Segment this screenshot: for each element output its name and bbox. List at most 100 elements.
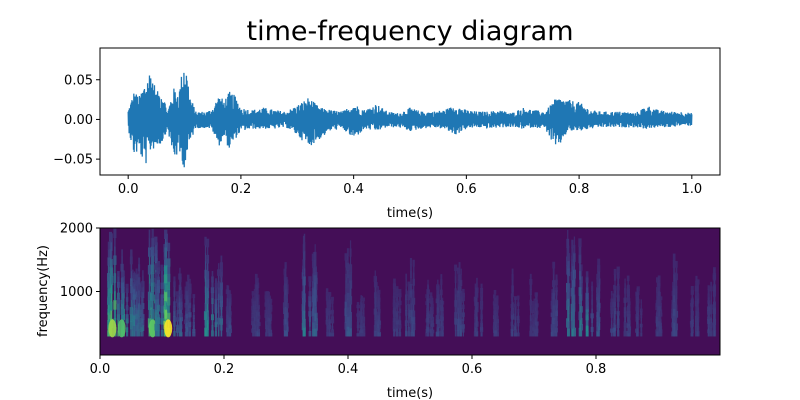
spectrogram-cell bbox=[178, 273, 182, 280]
spectrogram-cell bbox=[707, 319, 711, 324]
spectrogram-cell bbox=[378, 309, 381, 314]
spectrogram-cell bbox=[613, 306, 616, 311]
spectrogram-cell bbox=[496, 308, 499, 313]
spectrogram-cell bbox=[429, 306, 433, 311]
spectrogram-cell bbox=[656, 316, 660, 322]
spectrogram-cell bbox=[326, 311, 330, 316]
spectrogram-cell bbox=[578, 287, 582, 296]
spectrogram-cell bbox=[160, 312, 164, 319]
spectrogram-cell bbox=[554, 300, 559, 306]
spectrogram-cell bbox=[637, 306, 640, 312]
spectrogram-cell bbox=[529, 315, 532, 321]
spectrogram-cell bbox=[314, 305, 317, 314]
spectrogram-burst bbox=[325, 288, 335, 337]
spectrogram-cell bbox=[458, 323, 461, 331]
spectrogram-cell bbox=[116, 314, 121, 321]
spectrogram-cell bbox=[311, 329, 315, 337]
spectrogram-cell bbox=[258, 298, 260, 302]
spectrogram-cell bbox=[110, 241, 113, 251]
spectrogram-cell bbox=[251, 291, 255, 296]
spectrogram-cell bbox=[362, 332, 366, 337]
spectrogram-cell bbox=[480, 332, 483, 337]
spectrogram-cell bbox=[459, 291, 463, 298]
spectrogram-burst bbox=[392, 278, 402, 337]
spectrogram-cell bbox=[617, 298, 620, 304]
spectrogram-cell bbox=[265, 324, 268, 330]
spectrogram-cell bbox=[399, 312, 401, 317]
spectrogram-cell bbox=[155, 309, 158, 316]
chart-title: time-frequency diagram bbox=[246, 16, 573, 47]
spectrogram-cell bbox=[656, 282, 659, 288]
spectrogram-cell bbox=[405, 325, 408, 332]
spectrogram-cell bbox=[616, 285, 620, 291]
spectrogram-cell bbox=[409, 264, 413, 272]
spectrogram-bursts bbox=[107, 228, 717, 338]
spectrogram-cell bbox=[151, 264, 155, 274]
spectrogram-cell bbox=[269, 332, 273, 337]
spectrogram-cell bbox=[635, 300, 639, 305]
spectrogram-cell bbox=[151, 246, 155, 257]
spectrogram-cell bbox=[189, 297, 191, 304]
spectrogram-cell bbox=[378, 324, 381, 329]
spectrogram-cell bbox=[140, 322, 143, 328]
spectrogram-cell bbox=[392, 324, 396, 330]
spectrogram-cell bbox=[410, 303, 412, 311]
spectrogram-cell bbox=[156, 260, 160, 268]
spectrogram-cell bbox=[396, 332, 398, 337]
spectrogram-cell bbox=[656, 331, 659, 337]
spectrogram-cell bbox=[133, 304, 135, 311]
spectrogram-cell bbox=[550, 304, 554, 310]
spectrogram-cell bbox=[573, 294, 576, 304]
spectrogram-cell bbox=[138, 264, 141, 272]
spectrogram-cell bbox=[255, 320, 258, 327]
spectrogram-cell bbox=[188, 321, 192, 327]
spectrogram-cell bbox=[590, 326, 594, 332]
spectrogram-cell bbox=[206, 279, 210, 288]
spectrogram-cell bbox=[110, 284, 113, 294]
spectrogram-cell bbox=[359, 310, 363, 314]
spectrogram-cell bbox=[411, 323, 416, 331]
spectrogram-cell bbox=[328, 313, 331, 319]
spectrogram-cell bbox=[510, 321, 513, 326]
spectrogram-cell bbox=[374, 297, 377, 304]
spectrogram-cell bbox=[284, 324, 287, 331]
spectrogram-cell bbox=[359, 321, 362, 326]
spectrogram-cell bbox=[552, 286, 555, 294]
spectrogram-cell bbox=[117, 330, 120, 337]
spectrogram-cell bbox=[510, 325, 513, 330]
spectrogram-cell bbox=[657, 305, 661, 312]
spectrogram-cell bbox=[675, 317, 678, 324]
spectrogram-cell bbox=[328, 332, 332, 337]
spectrogram-cell bbox=[517, 312, 520, 317]
spectrogram-cell bbox=[534, 292, 538, 297]
spectrogram-cell bbox=[314, 312, 318, 319]
spectrogram-cell bbox=[462, 288, 465, 294]
spectrogram-cell bbox=[356, 304, 360, 309]
spectrogram-cell bbox=[254, 273, 258, 280]
spectrogram-cell bbox=[456, 290, 460, 297]
spectrogram-cell bbox=[256, 277, 259, 284]
spectrogram-cell bbox=[454, 276, 457, 283]
spectrogram-cell bbox=[567, 320, 570, 329]
spectrogram-cell bbox=[407, 295, 411, 301]
spectrogram-cell bbox=[217, 281, 220, 288]
spectrogram-cell bbox=[360, 315, 363, 320]
spectrogram-cell bbox=[328, 299, 331, 304]
spectrogram-cell bbox=[407, 286, 410, 292]
spectrogram-cell bbox=[151, 291, 155, 301]
spectrogram-cell bbox=[591, 281, 593, 287]
spectrogram-cell bbox=[344, 301, 348, 309]
spectrogram-cell bbox=[284, 318, 287, 325]
spectrogram-cell bbox=[176, 302, 179, 307]
spectrogram-cell bbox=[458, 305, 461, 312]
spectrogram-cell bbox=[393, 291, 396, 296]
spectrogram-cell bbox=[210, 314, 214, 321]
spectrogram-cell bbox=[107, 304, 110, 313]
waveform-y-tick-label: 0.00 bbox=[64, 113, 93, 128]
spectrogram-cell bbox=[579, 270, 581, 280]
spectrogram-cell bbox=[427, 331, 429, 337]
spectrogram-cell bbox=[426, 308, 428, 313]
spectrogram-cell bbox=[211, 270, 214, 277]
spectrogram-cell bbox=[398, 292, 402, 298]
spectrogram-cell bbox=[628, 326, 630, 331]
